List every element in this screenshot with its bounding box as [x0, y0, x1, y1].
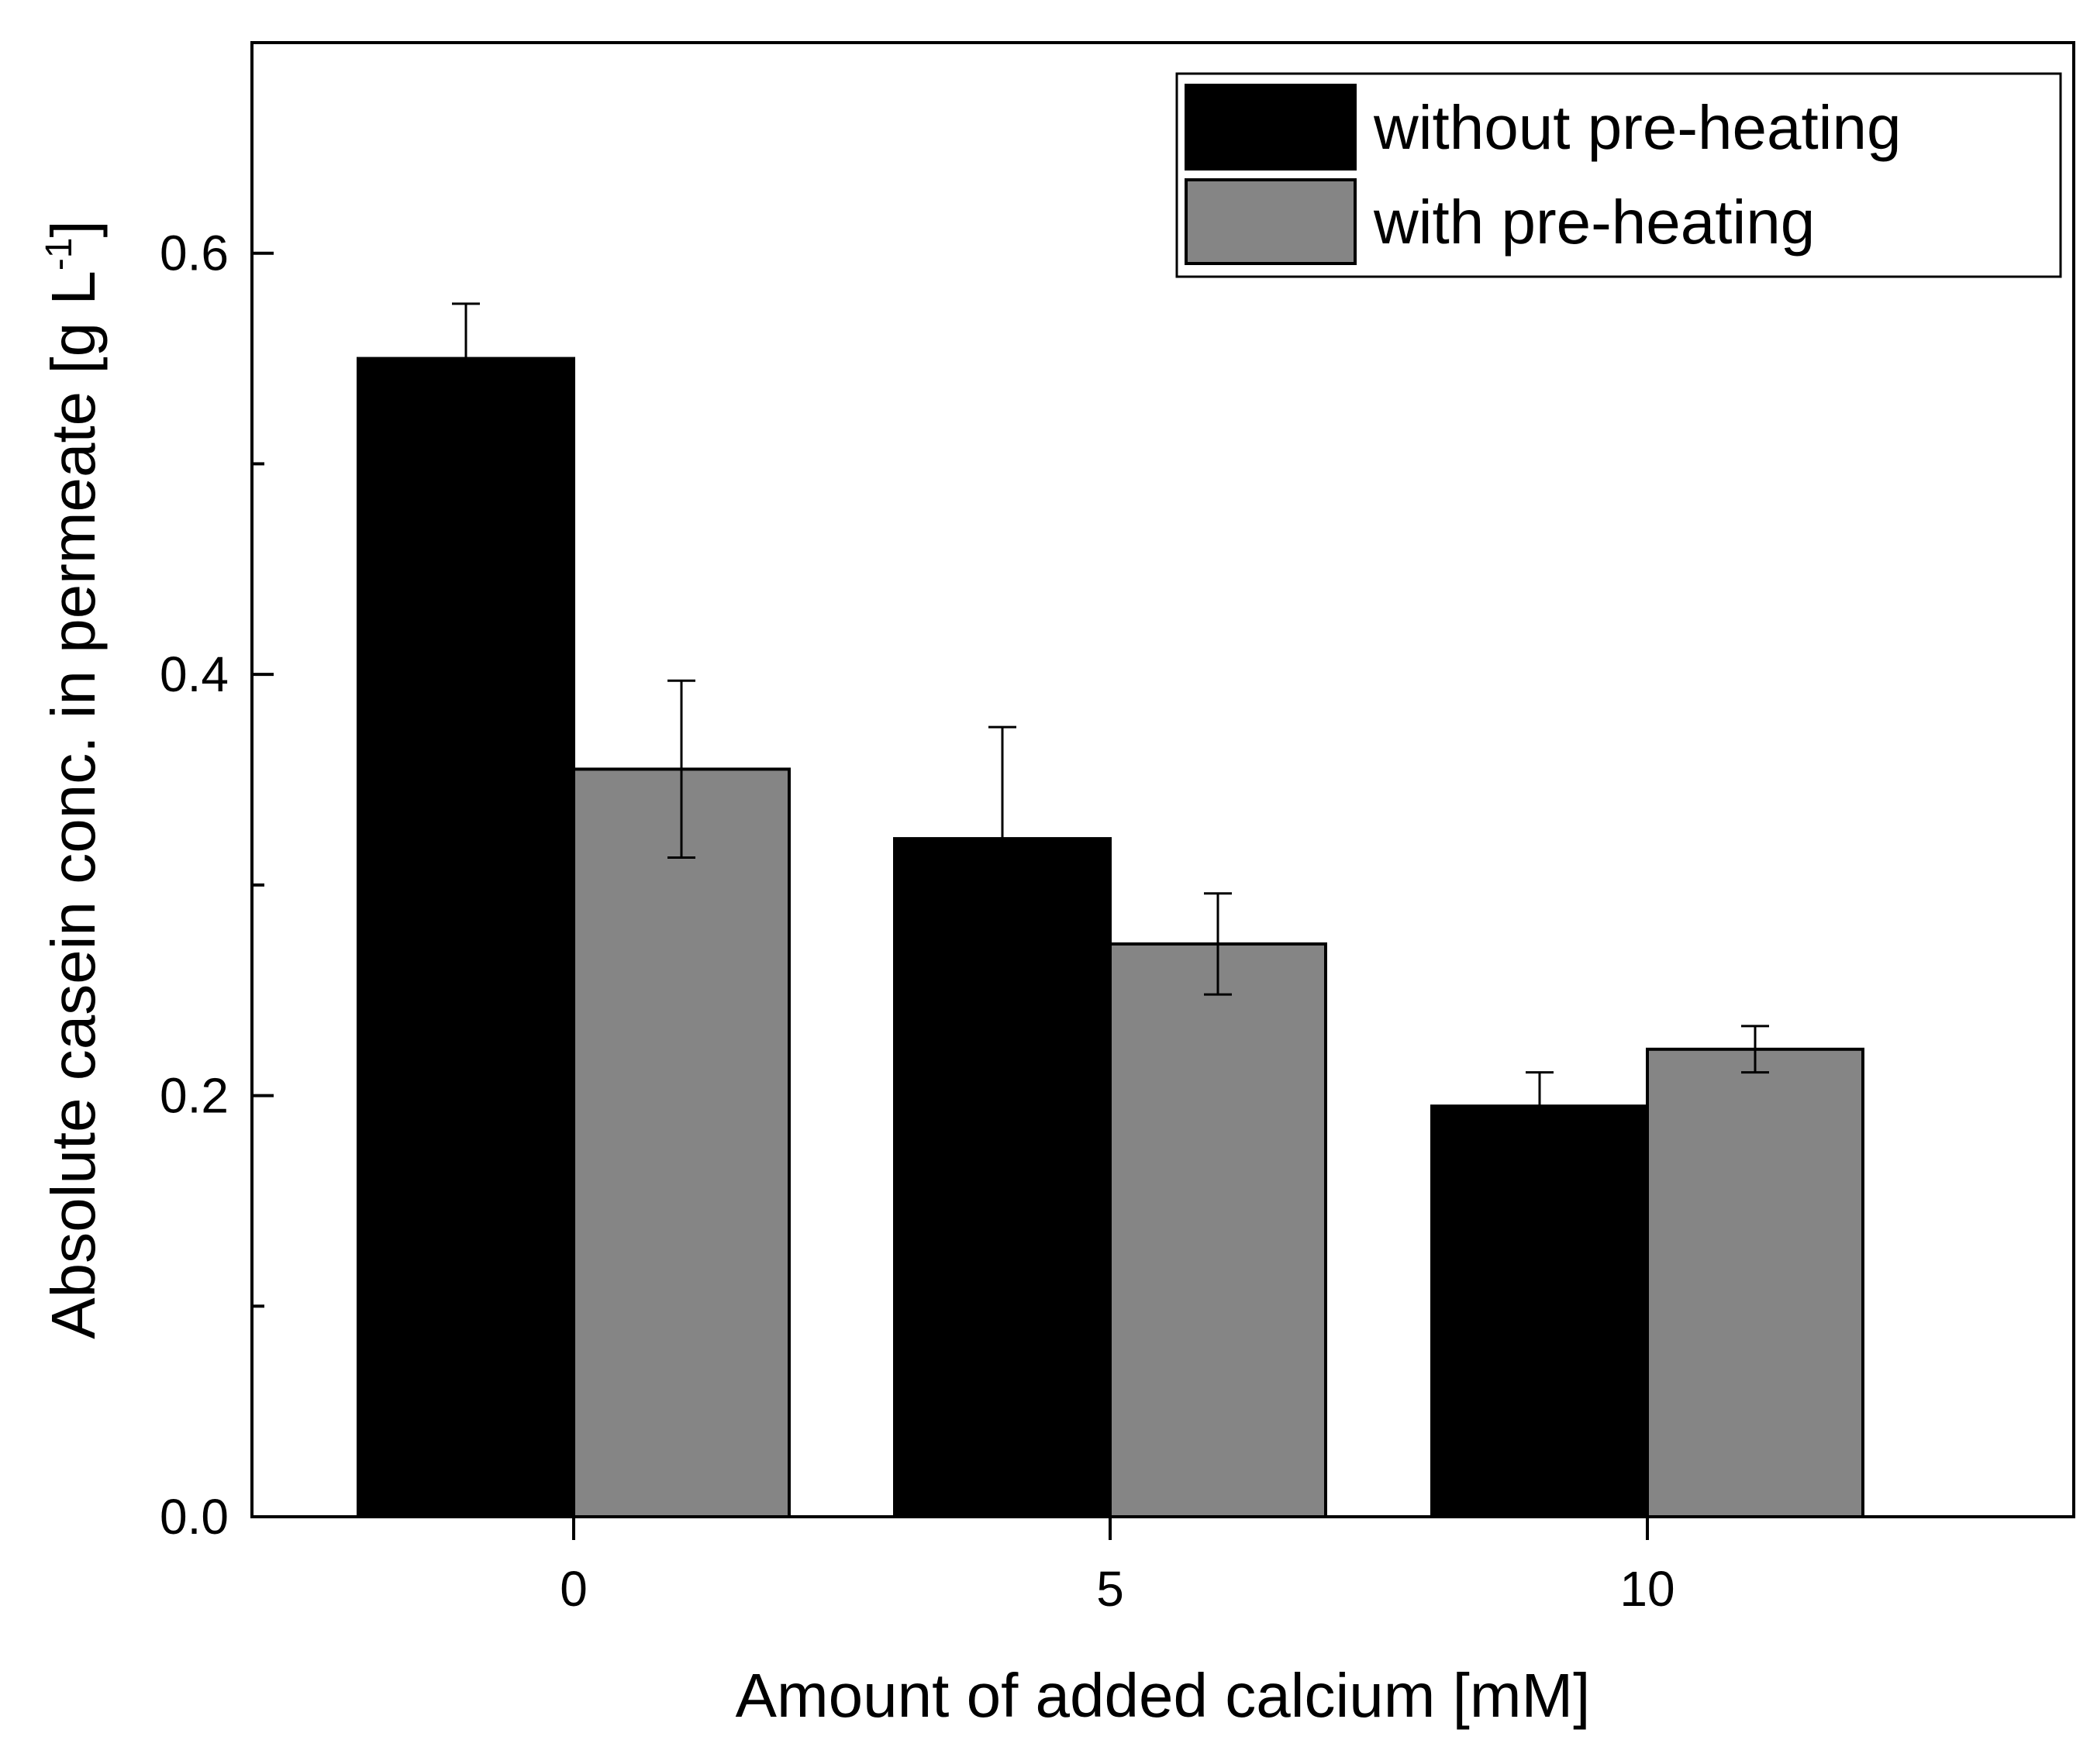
y-axis-title-superscript: -1 [39, 237, 80, 270]
y-tick-label: 0.6 [160, 226, 229, 281]
bar-with-preheat-10 [1646, 1047, 1864, 1518]
plot-frame [250, 41, 2075, 1518]
bar-without-preheat-10 [1430, 1104, 1649, 1518]
y-axis-title-main: Absolute casein conc. in permeate [g L [39, 270, 108, 1339]
y-tick-label: 0.0 [160, 1489, 229, 1545]
bar-with-preheat-5 [1109, 942, 1327, 1518]
y-axis-title-close: ] [39, 220, 108, 237]
legend-swatch-without-pre-heating [1185, 84, 1357, 171]
x-axis-title: Amount of added calcium [mM] [736, 1661, 1591, 1730]
x-tick-label: 0 [560, 1561, 588, 1617]
legend-swatch-with-pre-heating [1185, 178, 1357, 265]
legend-label-with-pre-heating: with pre-heating [1373, 188, 1815, 257]
bar-without-preheat-5 [893, 837, 1112, 1518]
x-tick-label: 5 [1096, 1561, 1124, 1617]
y-axis-title: Absolute casein conc. in permeate [g L-1… [39, 220, 108, 1339]
bar-without-preheat-0 [357, 357, 575, 1519]
bars-layer [357, 357, 1864, 1519]
ticks-layer: 0.0 0.2 0.4 0.6 0 5 10 [160, 226, 1675, 1617]
y-tick-label: 0.2 [160, 1068, 229, 1124]
error-bars-layer [452, 302, 1769, 1142]
bar-with-preheat-0 [572, 767, 791, 1518]
x-tick-label: 10 [1619, 1561, 1674, 1617]
legend: without pre-heating with pre-heating [1175, 72, 2062, 278]
legend-label-without-pre-heating: without pre-heating [1373, 93, 1901, 162]
y-tick-label: 0.4 [160, 646, 229, 702]
